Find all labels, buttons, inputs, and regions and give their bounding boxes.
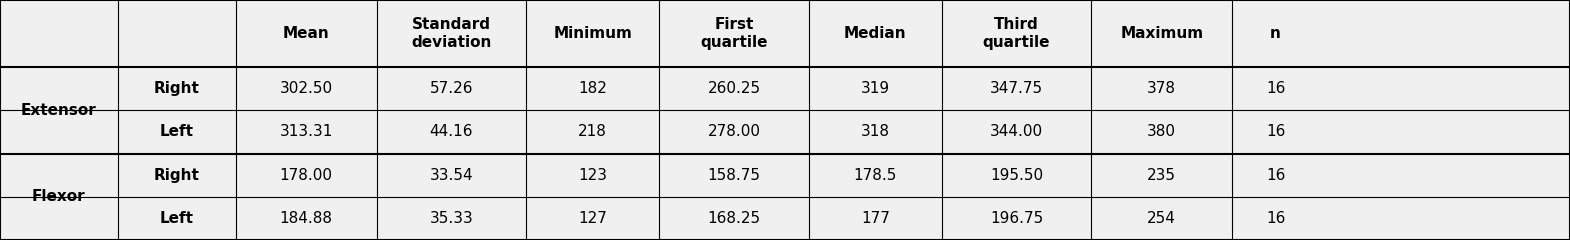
Text: 16: 16 [1265, 211, 1286, 226]
Text: Minimum: Minimum [553, 26, 633, 41]
Text: 313.31: 313.31 [279, 125, 333, 139]
Text: Left: Left [160, 211, 193, 226]
Text: 127: 127 [578, 211, 608, 226]
Text: 16: 16 [1265, 125, 1286, 139]
Text: 177: 177 [860, 211, 890, 226]
Text: 218: 218 [578, 125, 608, 139]
Text: 380: 380 [1148, 125, 1176, 139]
Text: 195.50: 195.50 [991, 168, 1042, 183]
Text: 260.25: 260.25 [708, 81, 760, 96]
Text: 16: 16 [1265, 81, 1286, 96]
Text: Mean: Mean [283, 26, 330, 41]
Text: 16: 16 [1265, 168, 1286, 183]
Text: Third
quartile: Third quartile [983, 18, 1050, 50]
Text: Extensor: Extensor [20, 103, 97, 118]
Text: 344.00: 344.00 [991, 125, 1042, 139]
Text: 254: 254 [1148, 211, 1176, 226]
Text: 168.25: 168.25 [708, 211, 760, 226]
Text: 318: 318 [860, 125, 890, 139]
Text: 278.00: 278.00 [708, 125, 760, 139]
Text: n: n [1270, 26, 1281, 41]
Text: 378: 378 [1148, 81, 1176, 96]
Text: 235: 235 [1148, 168, 1176, 183]
Text: 347.75: 347.75 [991, 81, 1042, 96]
Text: 57.26: 57.26 [430, 81, 473, 96]
Text: Maximum: Maximum [1121, 26, 1203, 41]
Text: 33.54: 33.54 [430, 168, 473, 183]
Text: Flexor: Flexor [31, 189, 86, 204]
Text: Left: Left [160, 125, 193, 139]
Text: 178.5: 178.5 [854, 168, 896, 183]
Text: Right: Right [154, 168, 199, 183]
Text: 196.75: 196.75 [991, 211, 1042, 226]
Text: Median: Median [845, 26, 906, 41]
Text: First
quartile: First quartile [700, 18, 768, 50]
Text: Standard
deviation: Standard deviation [411, 18, 491, 50]
Text: 123: 123 [578, 168, 608, 183]
Text: 184.88: 184.88 [279, 211, 333, 226]
Text: 182: 182 [578, 81, 608, 96]
Text: 319: 319 [860, 81, 890, 96]
Text: 158.75: 158.75 [708, 168, 760, 183]
Text: 44.16: 44.16 [430, 125, 473, 139]
Text: 35.33: 35.33 [430, 211, 473, 226]
Text: Right: Right [154, 81, 199, 96]
Text: 302.50: 302.50 [279, 81, 333, 96]
Text: 178.00: 178.00 [279, 168, 333, 183]
